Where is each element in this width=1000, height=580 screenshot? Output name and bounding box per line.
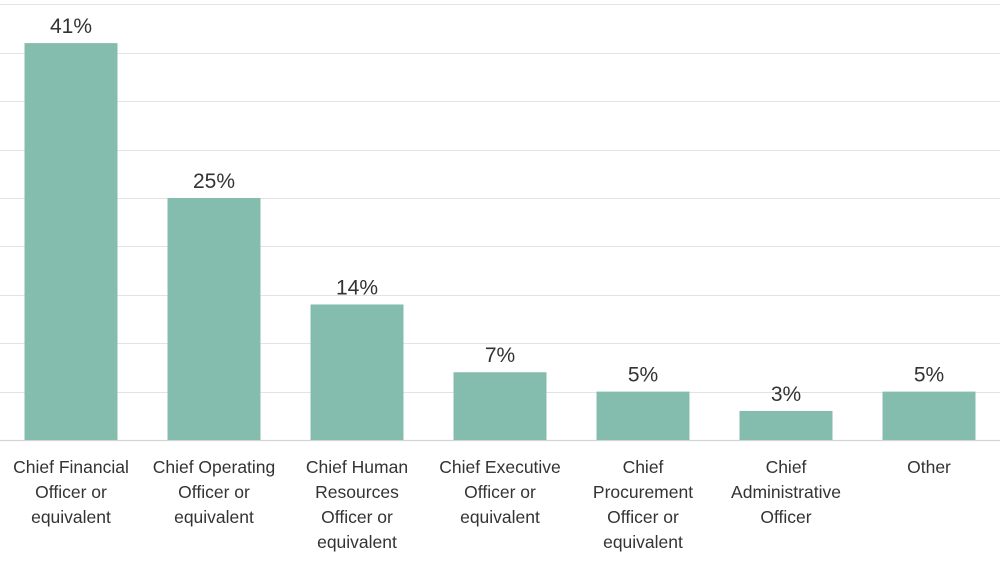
category-label-line: Officer or	[35, 482, 107, 502]
category-label-line: Officer	[760, 507, 811, 527]
category-label-line: Administrative	[731, 482, 841, 502]
category-label-line: Chief Operating	[153, 457, 276, 477]
category-label-line: Officer or	[607, 507, 679, 527]
category-label-line: Officer or	[178, 482, 250, 502]
bar-6	[739, 410, 833, 440]
category-label-line: equivalent	[174, 507, 254, 527]
data-label-6: 3%	[771, 383, 801, 406]
category-label-1: Chief Financial Officer or equivalent	[13, 457, 129, 527]
category-label-line: Procurement	[593, 482, 693, 502]
data-label-2: 25%	[193, 170, 235, 193]
bar-2	[167, 198, 261, 440]
category-label-5: Chief Procurement Officer or equivalent	[593, 457, 693, 552]
category-label-line: Chief	[623, 457, 664, 477]
bar-1	[24, 43, 118, 441]
data-label-5: 5%	[628, 364, 658, 387]
category-label-line: equivalent	[460, 507, 540, 527]
category-label-line: Other	[907, 457, 951, 477]
category-label-line: equivalent	[31, 507, 111, 527]
data-label-1: 41%	[50, 15, 92, 38]
category-label-line: equivalent	[317, 532, 397, 552]
data-label-4: 7%	[485, 344, 515, 367]
category-label-line: Resources	[315, 482, 399, 502]
gridlines	[0, 4, 1000, 442]
bar-7	[882, 391, 976, 440]
category-labels: Chief Financial Officer or equivalentChief…	[13, 457, 951, 552]
category-label-7: Other	[907, 457, 951, 477]
category-label-line: Officer or	[464, 482, 536, 502]
category-label-6: Chief Administrative Officer	[731, 457, 841, 527]
bar-4	[453, 372, 547, 440]
bars	[24, 43, 976, 441]
category-label-2: Chief Operating Officer or equivalent	[153, 457, 276, 527]
category-label-line: Chief Human	[306, 457, 408, 477]
category-label-line: equivalent	[603, 532, 683, 552]
category-label-line: Chief	[766, 457, 807, 477]
category-label-3: Chief Human Resources Officer or equivalent	[306, 457, 408, 552]
category-label-line: Officer or	[321, 507, 393, 527]
bar-5	[596, 391, 690, 440]
category-label-4: Chief Executive Officer or equivalent	[439, 457, 561, 527]
data-labels: 41% 25% 14% 7% 5% 3% 5%	[50, 15, 944, 406]
data-label-3: 14%	[336, 276, 378, 299]
data-label-7: 5%	[914, 364, 944, 387]
category-label-line: Chief Executive	[439, 457, 561, 477]
category-label-line: Chief Financial	[13, 457, 129, 477]
bar-3	[310, 304, 404, 440]
